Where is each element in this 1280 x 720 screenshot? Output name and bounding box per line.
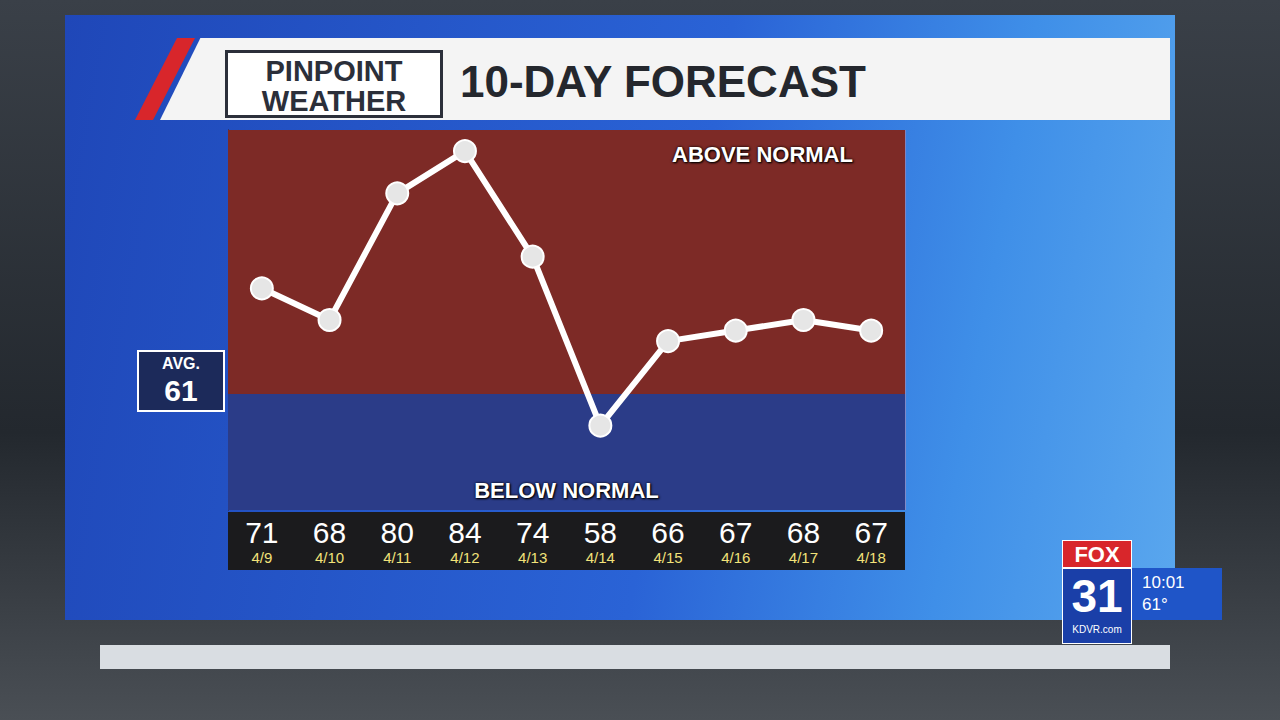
svg-text:84: 84 — [448, 516, 481, 549]
svg-text:4/10: 4/10 — [315, 549, 344, 566]
svg-text:74: 74 — [516, 516, 549, 549]
svg-text:68: 68 — [787, 516, 820, 549]
html-text:FOX: FOX — [1074, 542, 1120, 567]
html-text:PINPOINT: PINPOINT — [265, 55, 403, 87]
svg-text:67: 67 — [854, 516, 887, 549]
html-text:BELOW NORMAL: BELOW NORMAL — [474, 478, 659, 503]
html-text:ABOVE NORMAL: ABOVE NORMAL — [672, 142, 853, 167]
svg-text:80: 80 — [381, 516, 414, 549]
svg-text:58: 58 — [584, 516, 617, 549]
svg-text:4/9: 4/9 — [251, 549, 272, 566]
html-text:61°: 61° — [1142, 595, 1168, 614]
svg-text:66: 66 — [651, 516, 684, 549]
svg-text:4/13: 4/13 — [518, 549, 547, 566]
html-text:WEATHER: WEATHER — [261, 85, 407, 117]
html-text:10-DAY FORECAST: 10-DAY FORECAST — [460, 57, 866, 106]
svg-text:4/15: 4/15 — [653, 549, 682, 566]
html-text:31: 31 — [1071, 570, 1123, 622]
html-text:AVG.: AVG. — [162, 355, 200, 372]
html-text:KDVR.com: KDVR.com — [1072, 624, 1122, 635]
svg-text:71: 71 — [245, 516, 278, 549]
html-text:61: 61 — [164, 374, 198, 407]
svg-text:4/14: 4/14 — [586, 549, 615, 566]
svg-text:4/17: 4/17 — [789, 549, 818, 566]
svg-text:4/16: 4/16 — [721, 549, 750, 566]
svg-text:4/11: 4/11 — [383, 549, 411, 566]
svg-text:4/18: 4/18 — [857, 549, 886, 566]
svg-text:68: 68 — [313, 516, 346, 549]
svg-text:4/12: 4/12 — [450, 549, 479, 566]
html-text:10:01: 10:01 — [1142, 573, 1185, 592]
svg-text:67: 67 — [719, 516, 752, 549]
